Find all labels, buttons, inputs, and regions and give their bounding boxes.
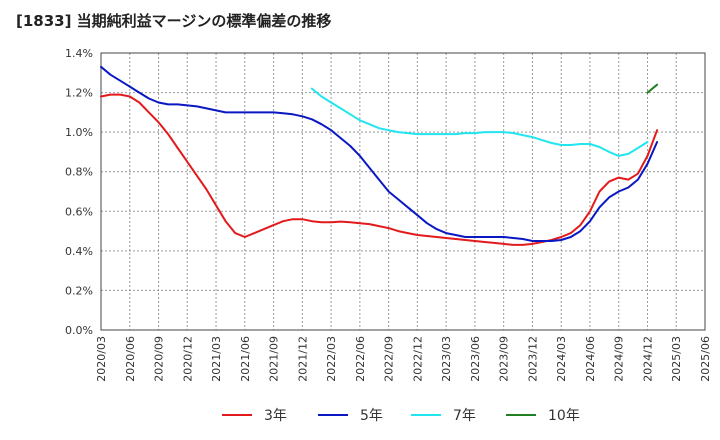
series-line: [100, 93, 659, 246]
x-tick-label: 2024/06: [584, 336, 597, 382]
legend-label: 10年: [548, 408, 580, 424]
x-tick-label: 2022/09: [383, 336, 396, 382]
legend-layer: 3年 5年 7年 10年: [222, 408, 580, 424]
series-line: [100, 65, 659, 242]
y-tick-label: 1.4%: [65, 47, 93, 60]
y-tick-label: 1.2%: [65, 87, 93, 100]
x-tick-label: 2021/03: [210, 336, 223, 382]
x-tick-label: 2020/06: [124, 336, 137, 382]
x-tick-label: 2023/03: [440, 336, 453, 382]
x-tick-label: 2020/12: [181, 336, 194, 382]
series-line: [646, 83, 659, 94]
y-tick-label: 0.2%: [65, 284, 93, 297]
x-tick-label: 2020/09: [153, 336, 166, 382]
x-tick-label: 2023/09: [498, 336, 511, 382]
grid-layer: [100, 52, 706, 331]
x-tick-label: 2020/03: [95, 336, 108, 382]
legend-label: 7年: [453, 408, 476, 424]
x-tick-label: 2025/06: [699, 336, 712, 382]
y-tick-label: 0.4%: [65, 245, 93, 258]
series-line: [310, 87, 649, 157]
x-tick-label: 2023/12: [526, 336, 539, 382]
x-tick-label: 2024/12: [641, 336, 654, 382]
x-tick-label: 2022/03: [325, 336, 338, 382]
y-tick-label: 0.6%: [65, 205, 93, 218]
axis-layer: 0.0% 0.2% 0.4% 0.6% 0.8% 1.0% 1.2% 1.4% 2020/03 2…: [65, 47, 712, 382]
y-tick-label: 0.8%: [65, 166, 93, 179]
y-tick-label: 1.0%: [65, 126, 93, 139]
x-tick-label: 2024/09: [613, 336, 626, 382]
plot-border: [100, 52, 706, 331]
x-tick-label: 2025/03: [670, 336, 683, 382]
x-tick-label: 2022/06: [354, 336, 367, 382]
x-tick-label: 2021/06: [239, 336, 252, 382]
y-tick-label: 0.0%: [65, 324, 93, 337]
x-tick-label: 2023/06: [469, 336, 482, 382]
x-tick-label: 2021/09: [268, 336, 281, 382]
x-tick-label: 2024/03: [555, 336, 568, 382]
series-layer: [100, 65, 659, 246]
legend-label: 3年: [264, 408, 287, 424]
legend-label: 5年: [360, 408, 383, 424]
chart-title: [1833] 当期純利益マージンの標準偏差の推移: [16, 12, 332, 30]
x-tick-label: 2022/12: [411, 336, 424, 382]
x-tick-label: 2021/12: [296, 336, 309, 382]
